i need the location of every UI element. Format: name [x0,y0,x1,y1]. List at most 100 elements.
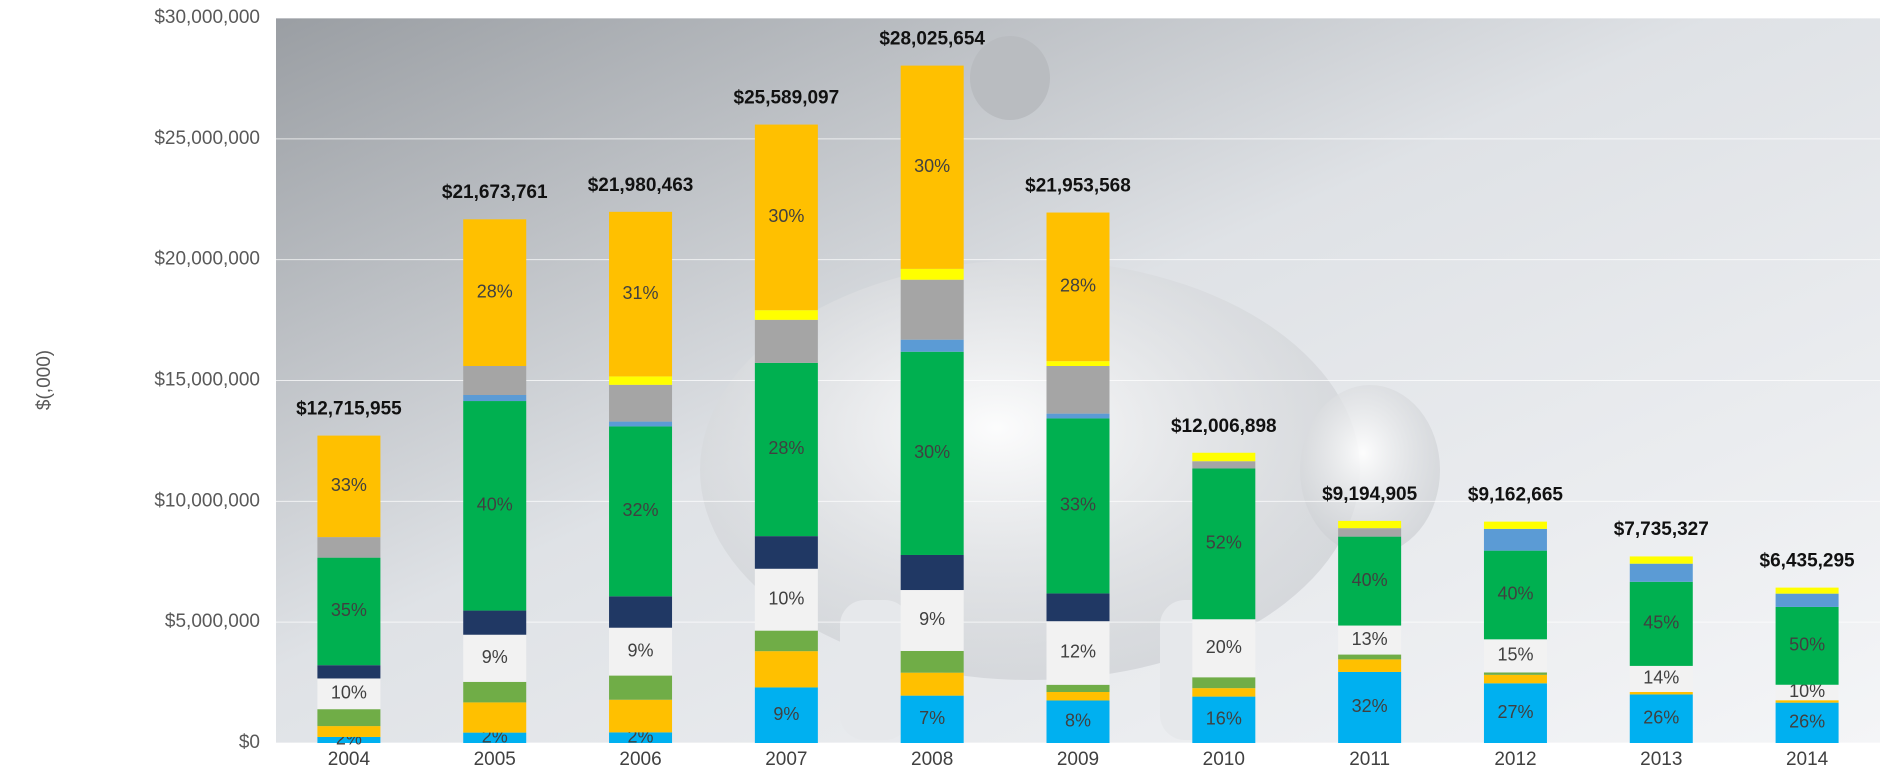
bar-segment [609,422,672,427]
bar-segment [1047,366,1110,414]
total-label: $7,735,327 [1614,519,1709,540]
segment-label: 30% [914,156,950,176]
y-tick-label: $25,000,000 [154,128,260,149]
bar-segment [1192,453,1255,461]
segment-label: 14% [1643,668,1679,688]
segment-label: 33% [1060,495,1096,515]
segment-label: 7% [919,708,945,728]
y-axis-label: $(,000) [34,350,55,410]
total-label: $6,435,295 [1760,550,1856,571]
segment-label: 10% [768,588,804,608]
bar-segment [901,555,964,590]
bar-segment [1338,528,1401,536]
bar-segment [1192,677,1255,688]
bar-segment [1047,692,1110,700]
segment-label: 15% [1497,645,1533,665]
bar-segment [1776,588,1839,594]
segment-label: 40% [1352,570,1388,590]
segment-label: 28% [1060,276,1096,296]
x-tick-label: 2005 [474,749,516,770]
chart: $(,000) $0 $5,000,000 $10,000,000 $15,000,0… [0,0,1880,772]
segment-label: 28% [477,281,513,301]
total-label: $21,673,761 [442,182,548,203]
segment-label: 13% [1352,629,1388,649]
bar-segment [1047,361,1110,366]
bar-segment [1484,672,1547,674]
bar-segment [1484,675,1547,683]
bar-segment [901,673,964,696]
y-tick-label: $15,000,000 [154,370,260,391]
segment-label: 40% [1497,584,1533,604]
segment-label: 50% [1789,635,1825,655]
bar-segment [609,676,672,700]
x-tick-label: 2006 [619,749,661,770]
segment-label: 9% [919,609,945,629]
total-label: $21,953,568 [1025,175,1131,196]
segment-label: 30% [914,442,950,462]
bar-segment [1630,564,1693,582]
bar-segment [1630,556,1693,563]
x-tick-label: 2004 [328,749,371,770]
segment-label: 52% [1206,533,1242,553]
bar-segment [609,596,672,627]
bar-segment [1630,692,1693,694]
bar-segment [1484,522,1547,529]
x-tick-label: 2010 [1203,749,1245,770]
segment-label: 16% [1206,709,1242,729]
bar-segment [609,700,672,733]
total-label: $12,006,898 [1171,416,1277,437]
segment-label: 20% [1206,637,1242,657]
bar-segment [1484,529,1547,551]
segment-label: 30% [768,206,804,226]
segment-label: 28% [768,438,804,458]
bar-segment [755,310,818,320]
bar-segment [1047,685,1110,692]
bar-segment [1338,659,1401,672]
x-tick-label: 2011 [1349,749,1390,770]
x-tick-label: 2013 [1640,749,1682,770]
bar-segment [901,269,964,280]
bar-segment [755,651,818,687]
bar-segment [463,366,526,395]
x-tick-label: 2014 [1786,749,1829,770]
total-label: $9,194,905 [1322,484,1418,505]
segment-label: 9% [482,647,508,667]
total-label: $25,589,097 [734,88,840,109]
bar-segment [463,611,526,635]
y-tick-label: $30,000,000 [154,7,260,28]
x-tick-label: 2007 [765,749,807,770]
bar-segment [463,702,526,732]
bar-segment [1192,688,1255,696]
bar-segment [317,709,380,726]
bar-segment [609,376,672,384]
bar-segment [1192,461,1255,468]
segment-label: 9% [628,640,654,660]
bar-segment [609,385,672,422]
segment-label: 10% [331,683,367,703]
bar-segment [755,320,818,363]
x-tick-label: 2012 [1494,749,1536,770]
segment-label: 26% [1643,707,1679,727]
bar-segment [901,651,964,673]
bar-segment [901,340,964,352]
y-tick-label: $0 [239,732,260,753]
y-tick-label: $5,000,000 [165,611,260,632]
bar-segment [1047,593,1110,621]
total-label: $21,980,463 [588,175,694,196]
bar-segment [755,536,818,569]
segment-label: 33% [331,475,367,495]
bar-segment [1338,655,1401,660]
segment-label: 31% [623,283,659,303]
x-tick-label: 2008 [911,749,953,770]
segment-label: 9% [773,704,799,724]
y-tick-label: $20,000,000 [154,249,260,270]
segment-label: 27% [1497,702,1533,722]
bar-segment [901,280,964,340]
y-tick-label: $10,000,000 [154,490,260,511]
segment-label: 45% [1643,613,1679,633]
bar-segment [317,537,380,558]
bar-segment [317,726,380,737]
total-label: $28,025,654 [879,29,985,50]
bar-segment [755,631,818,652]
bar-segment [1047,414,1110,419]
